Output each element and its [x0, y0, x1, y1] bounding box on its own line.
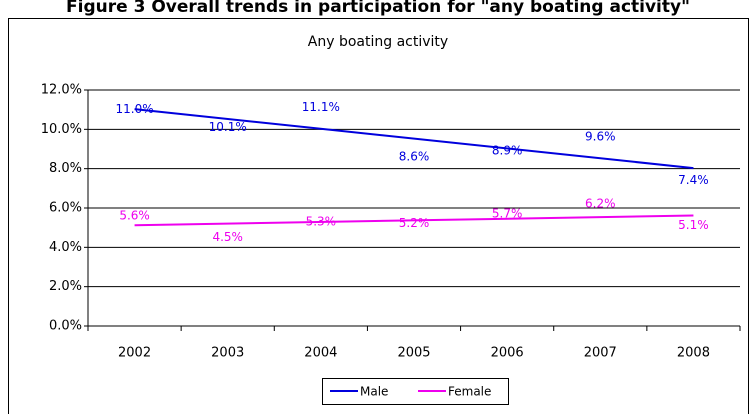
data-label: 4.5% [212, 230, 243, 244]
x-tick-label: 2008 [677, 346, 710, 361]
x-tick-label: 2002 [118, 346, 151, 361]
y-tick-label: 0.0% [49, 319, 82, 334]
data-label: 8.9% [492, 143, 523, 157]
y-tick-label: 4.0% [49, 240, 82, 255]
y-tick-label: 8.0% [49, 161, 82, 176]
data-label: 5.2% [399, 216, 430, 230]
legend-label: Female [448, 385, 491, 399]
data-label: 11.1% [302, 100, 340, 114]
data-label: 11.0% [116, 102, 154, 116]
data-label: 8.6% [399, 149, 430, 163]
x-tick-label: 2005 [397, 346, 430, 361]
x-tick-label: 2007 [584, 346, 617, 361]
y-tick-label: 10.0% [41, 122, 82, 137]
y-tick-label: 12.0% [41, 83, 82, 98]
trend-line [134, 108, 694, 170]
x-tick-label: 2003 [211, 346, 244, 361]
y-tick-label: 2.0% [49, 279, 82, 294]
figure-heading: Figure 3 Overall trends in participation… [66, 0, 690, 17]
data-label: 5.3% [306, 214, 337, 228]
data-label: 10.1% [209, 120, 247, 134]
data-label: 6.2% [585, 197, 616, 211]
y-tick-label: 6.0% [49, 201, 82, 216]
data-label: 5.7% [492, 206, 523, 220]
data-label: 5.6% [119, 208, 150, 222]
data-label: 5.1% [678, 218, 709, 232]
x-tick-label: 2006 [491, 346, 524, 361]
data-label: 7.4% [678, 173, 709, 187]
data-label: 9.6% [585, 130, 616, 144]
x-tick-label: 2004 [304, 346, 337, 361]
chart-title: Any boating activity [308, 34, 448, 50]
legend-label: Male [360, 385, 388, 399]
trend-line [134, 214, 694, 227]
